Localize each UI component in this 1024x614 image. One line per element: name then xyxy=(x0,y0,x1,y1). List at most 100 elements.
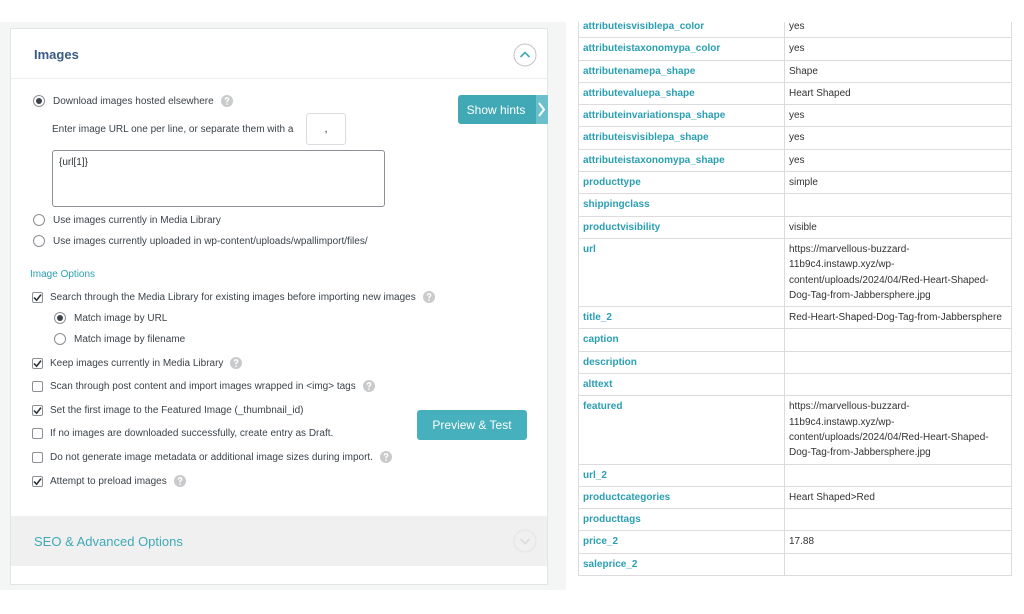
table-row: attributeistaxonomypa_color yes xyxy=(578,37,1012,61)
preview-test-button[interactable]: Preview & Test xyxy=(417,410,527,440)
table-row: caption xyxy=(578,328,1012,352)
field-value: Red-Heart-Shaped-Dog-Tag-from-Jabbersphe… xyxy=(784,306,1012,330)
checkbox[interactable] xyxy=(32,475,43,487)
table-row: alttext xyxy=(578,373,1012,397)
checkbox-option[interactable]: Set the first image to the Featured Imag… xyxy=(32,402,303,418)
checkbox[interactable] xyxy=(32,380,43,392)
option-label: Use images currently uploaded in wp-cont… xyxy=(53,235,368,247)
radio[interactable] xyxy=(54,333,66,345)
field-value: yes xyxy=(784,104,1012,128)
separator-input[interactable]: , xyxy=(306,113,346,145)
checkbox[interactable] xyxy=(32,404,43,416)
field-value: yes xyxy=(784,22,1012,39)
table-row: price_2 17.88 xyxy=(578,530,1012,554)
table-row: description xyxy=(578,350,1012,375)
field-name: attributeisvisiblepa_shape xyxy=(578,126,785,150)
help-icon xyxy=(362,380,375,392)
url-instruction: Enter image URL one per line, or separat… xyxy=(52,124,294,135)
field-value xyxy=(784,193,1012,217)
table-row: url https://marvellous-buzzard-11b9c4.ins… xyxy=(578,237,1012,308)
field-name: producttags xyxy=(578,508,785,532)
table-row: attributevaluepa_shape Heart Shaped xyxy=(578,81,1012,106)
radio[interactable] xyxy=(33,235,45,247)
table-row: title_2 Red-Heart-Shaped-Dog-Tag-from-Jab… xyxy=(578,306,1012,330)
table-row: shippingclass xyxy=(578,193,1012,217)
table-row: productcategories Heart Shaped>Red xyxy=(578,485,1012,510)
radio-sub-option[interactable]: Match image by URL xyxy=(54,310,167,326)
checkbox[interactable] xyxy=(32,451,43,463)
checkbox[interactable] xyxy=(32,427,43,439)
collapsed-section[interactable]: SEO & Advanced Options xyxy=(11,516,547,566)
table-row: saleprice_2 xyxy=(578,552,1012,577)
field-name: producttype xyxy=(578,171,785,195)
table-row: producttags xyxy=(578,508,1012,532)
option-label: Match image by filename xyxy=(74,333,186,345)
field-name: saleprice_2 xyxy=(578,552,785,577)
show-hints-button[interactable]: Show hints xyxy=(458,95,548,124)
help-icon xyxy=(379,451,392,463)
field-value: https://marvellous-buzzard-11b9c4.instaw… xyxy=(784,395,1012,465)
field-value xyxy=(784,373,1012,397)
help-icon xyxy=(422,291,435,303)
check-mark xyxy=(33,477,42,485)
option-label: Attempt to preload images xyxy=(50,475,167,487)
field-value: Heart Shaped xyxy=(784,81,1012,106)
table-row: attributeisvisiblepa_color yes xyxy=(578,22,1012,39)
radio-sub-option[interactable]: Match image by filename xyxy=(54,331,185,347)
table-body: attributeisvisiblepa_color yes attributeis… xyxy=(578,22,1012,577)
url-textarea[interactable]: {url[1]} xyxy=(52,150,385,207)
table-row: attributenamepa_shape Shape xyxy=(578,59,1012,83)
field-value: yes xyxy=(784,148,1012,173)
check-mark xyxy=(33,406,42,414)
option-label: Use images currently in Media Library xyxy=(53,214,221,226)
checkbox-option[interactable]: Attempt to preload images xyxy=(32,473,186,489)
radio[interactable] xyxy=(54,312,66,324)
table-row: featured https://marvellous-buzzard-11b9c… xyxy=(578,395,1012,465)
field-value: 17.88 xyxy=(784,530,1012,554)
field-name: attributenamepa_shape xyxy=(578,59,785,83)
checkbox-option[interactable]: If no images are downloaded successfully… xyxy=(32,425,333,441)
help-icon xyxy=(220,95,233,107)
radio[interactable] xyxy=(33,95,45,107)
checkbox-option[interactable]: Search through the Media Library for exi… xyxy=(32,289,435,305)
collapsed-title: SEO & Advanced Options xyxy=(34,534,183,549)
radio-option[interactable]: Use images currently uploaded in wp-cont… xyxy=(33,233,368,249)
field-value: yes xyxy=(784,126,1012,150)
checkbox[interactable] xyxy=(32,291,43,303)
field-name: attributeinvariationspa_shape xyxy=(578,104,785,128)
field-value: https://marvellous-buzzard-11b9c4.instaw… xyxy=(784,237,1012,308)
field-value: yes xyxy=(784,37,1012,61)
option-label: Match image by URL xyxy=(74,312,168,324)
table-row: attributeisvisiblepa_shape yes xyxy=(578,126,1012,150)
checkbox[interactable] xyxy=(32,357,43,369)
field-name: alttext xyxy=(578,373,785,397)
field-name: price_2 xyxy=(578,530,785,554)
field-name: productvisibility xyxy=(578,215,785,239)
checkbox-option[interactable]: Keep images currently in Media Library xyxy=(32,355,243,371)
field-value: Shape xyxy=(784,59,1012,83)
field-value xyxy=(784,328,1012,352)
radio-dot xyxy=(57,315,63,321)
radio-option[interactable]: Use images currently in Media Library xyxy=(33,212,221,228)
help-icon xyxy=(230,357,243,369)
checkbox-option[interactable]: Scan through post content and import ima… xyxy=(32,378,375,394)
field-value xyxy=(784,508,1012,532)
button-label: Show hints xyxy=(466,102,526,117)
button-label: Preview & Test xyxy=(432,418,512,432)
field-name: description xyxy=(578,350,785,375)
collapse-toggle xyxy=(513,43,537,67)
option-label: Set the first image to the Featured Imag… xyxy=(50,404,304,416)
radio-option[interactable]: Download images hosted elsewhere xyxy=(33,93,233,109)
table-row: productvisibility visible xyxy=(578,215,1012,239)
radio[interactable] xyxy=(33,214,45,226)
field-value: simple xyxy=(784,171,1012,195)
field-name: title_2 xyxy=(578,306,785,330)
table-row: url_2 xyxy=(578,463,1012,487)
help-icon xyxy=(173,475,186,487)
radio-dot xyxy=(36,98,42,104)
field-name: attributeistaxonomypa_color xyxy=(578,37,785,61)
field-value xyxy=(784,463,1012,487)
checkbox-option[interactable]: Do not generate image metadata or additi… xyxy=(32,449,392,465)
option-label: Scan through post content and import ima… xyxy=(50,380,356,392)
